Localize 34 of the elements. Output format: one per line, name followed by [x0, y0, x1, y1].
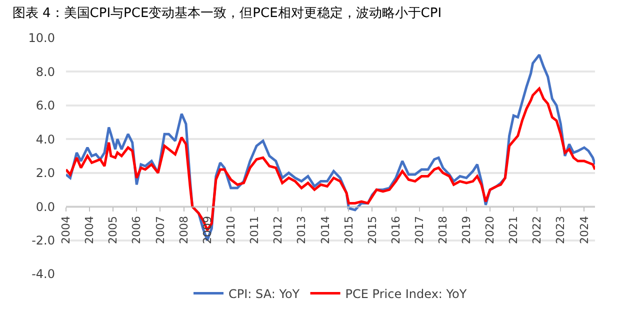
x-tick-label: 2012	[272, 216, 285, 244]
legend-label: PCE Price Index: YoY	[345, 286, 468, 301]
x-tick-label: 2004	[83, 216, 96, 244]
x-tick-label: 2024	[578, 216, 591, 244]
x-tick-label: 2008	[177, 216, 190, 244]
x-tick-label: 2019	[460, 216, 474, 244]
y-tick-label: 8.0	[36, 64, 55, 79]
legend-label: CPI: SA: YoY	[228, 286, 300, 301]
x-tick-label: 2020	[484, 216, 497, 244]
x-tick-label: 2009	[200, 216, 214, 244]
x-tick-label: 2007	[154, 216, 167, 244]
x-tick-label: 2015	[342, 216, 356, 244]
x-tick-label: 2011	[248, 216, 261, 244]
y-tick-label: -2.0	[32, 233, 55, 248]
x-tick-label: 2015	[366, 216, 379, 244]
y-tick-label: 6.0	[36, 98, 55, 113]
x-tick-label: 2013	[295, 216, 308, 244]
y-tick-label: 4.0	[36, 132, 55, 146]
x-tick-label: 2006	[130, 216, 144, 244]
x-tick-label: 2023	[554, 216, 568, 244]
y-tick-label: 10.0	[28, 31, 55, 46]
x-tick-label: 2021	[507, 216, 520, 244]
x-tick-label: 2018	[436, 216, 450, 244]
x-tick-label: 2004	[60, 216, 73, 244]
y-tick-label: -4.0	[32, 267, 55, 282]
x-tick-label: 2016	[389, 216, 402, 244]
x-tick-label: 2014	[318, 216, 332, 244]
x-tick-label: 2017	[412, 216, 426, 244]
x-tick-label: 2005	[106, 216, 120, 244]
chart-title: 图表 4：美国CPI与PCE变动基本一致，但PCE相对更稳定，波动略小于CPI	[12, 5, 442, 22]
y-tick-label: 2.0	[36, 166, 55, 180]
x-tick-label: 2022	[530, 216, 544, 244]
y-tick-label: 0.0	[36, 200, 55, 214]
x-tick-label: 2010	[224, 216, 238, 244]
